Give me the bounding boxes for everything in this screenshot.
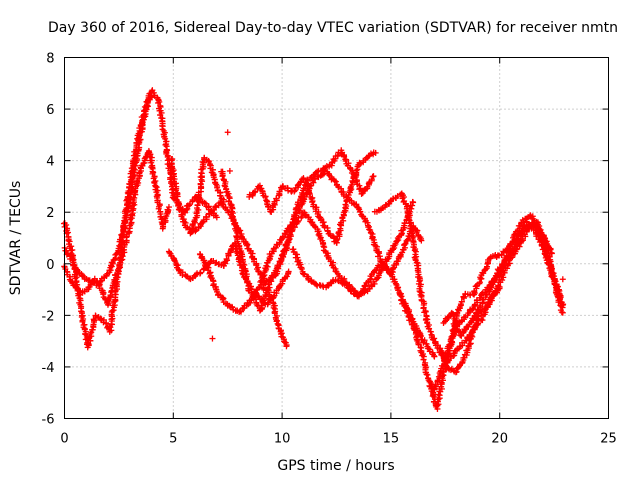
data-points <box>60 87 567 412</box>
data-point-arc3 <box>73 284 80 291</box>
x-tick-label: 0 <box>60 432 68 447</box>
x-tick-label: 25 <box>600 432 617 447</box>
x-tick-label: 5 <box>169 432 177 447</box>
data-point-outlier <box>559 276 566 283</box>
data-point-arc2 <box>130 194 137 201</box>
data-point-arc3 <box>69 255 76 262</box>
y-tick-label: -6 <box>42 413 55 428</box>
y-tick-label: -2 <box>42 309 55 324</box>
y-tick-label: 0 <box>46 258 54 273</box>
data-point-arc2 <box>105 297 112 304</box>
chart-title: Day 360 of 2016, Sidereal Day-to-day VTE… <box>48 20 618 36</box>
y-tick-label: 8 <box>46 52 54 67</box>
data-point-arc2 <box>129 200 136 207</box>
y-tick-labels: -6 -4 -2 0 2 4 6 8 <box>42 52 55 428</box>
x-tick-label: 10 <box>274 432 291 447</box>
data-point-arc1 <box>156 98 163 105</box>
x-tick-label: 15 <box>383 432 400 447</box>
data-point-arc1 <box>157 112 164 119</box>
data-point-arc2 <box>165 204 172 211</box>
y-tick-label: 6 <box>46 103 54 118</box>
data-point-outlier <box>226 167 233 174</box>
y-tick-label: 2 <box>46 206 54 221</box>
data-point-arc1 <box>162 141 169 148</box>
x-tick-labels: 0 5 10 15 20 25 <box>60 432 616 447</box>
x-tick-label: 20 <box>491 432 508 447</box>
y-tick-label: -4 <box>42 361 55 376</box>
data-point-arc1 <box>213 214 220 221</box>
data-point-arc2 <box>142 154 149 161</box>
y-axis-title: SDTVAR / TECUs <box>8 181 24 296</box>
data-point-outlier <box>209 335 216 342</box>
data-point-arc1 <box>201 199 208 206</box>
data-point-arc3 <box>70 261 77 268</box>
y-tick-label: 4 <box>46 155 54 170</box>
data-point-outlier <box>224 129 231 136</box>
x-axis-title: GPS time / hours <box>277 458 394 474</box>
